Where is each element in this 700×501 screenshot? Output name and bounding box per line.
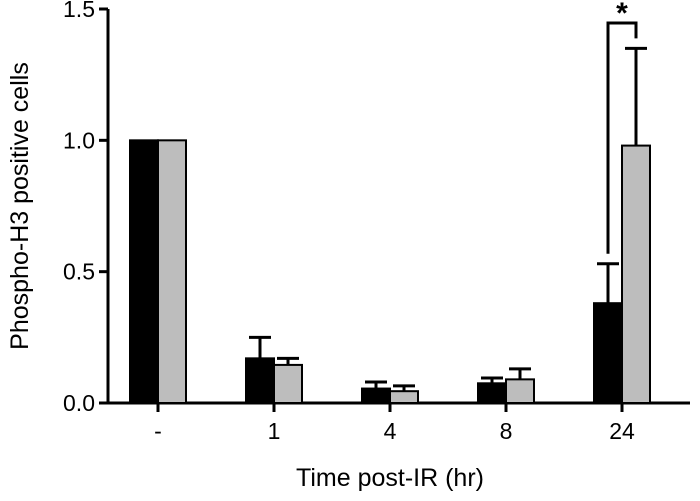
significance-asterisk: * [616, 0, 628, 30]
bar [157, 139, 187, 404]
x-axis-title: Time post-IR (hr) [296, 464, 484, 492]
bar [361, 387, 391, 405]
y-tick-label: 1.0 [63, 127, 95, 153]
y-tick-labels: 0.0 0.5 1.0 1.5 [63, 0, 95, 416]
bar [593, 302, 623, 405]
x-tick-label: 1 [268, 418, 281, 444]
bar [129, 139, 159, 404]
error-bars [249, 46, 647, 392]
annotations: * [606, 0, 638, 254]
y-tick-label: 0.5 [63, 259, 95, 285]
bar [505, 378, 535, 404]
y-axis-title: Phospho-H3 positive cells [6, 62, 34, 350]
x-tick-label: 8 [500, 418, 513, 444]
bar [477, 382, 507, 404]
significance-bracket [606, 21, 638, 254]
bar [245, 357, 275, 405]
bar [621, 144, 651, 404]
y-tick-label: 0.0 [63, 390, 95, 416]
bar [389, 390, 419, 404]
x-tick-label: 24 [609, 418, 635, 444]
bar [273, 363, 303, 404]
x-tick-label: - [154, 418, 162, 444]
x-tick-labels: - 1 4 8 24 [154, 418, 635, 444]
y-tick-label: 1.5 [63, 0, 95, 22]
bars [129, 139, 651, 405]
x-tick-label: 4 [384, 418, 397, 444]
